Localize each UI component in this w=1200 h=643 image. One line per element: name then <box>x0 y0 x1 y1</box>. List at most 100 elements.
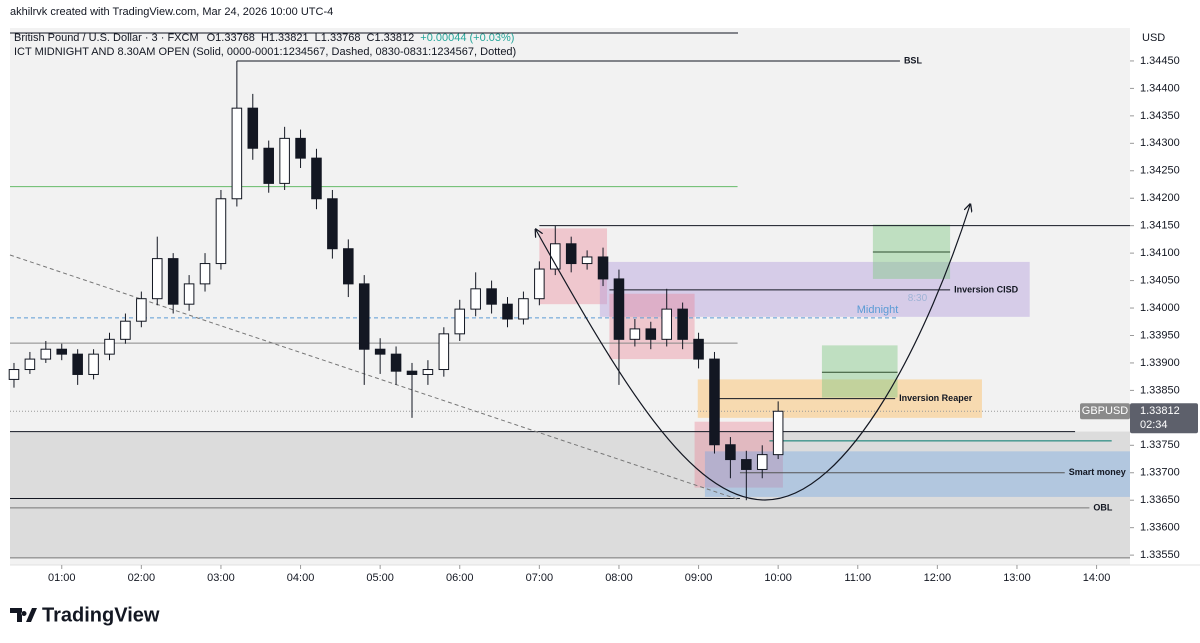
candle-body <box>725 444 736 461</box>
candle-body <box>327 198 338 250</box>
level-label: Smart money <box>1069 467 1126 477</box>
x-tick-label: 12:00 <box>924 572 952 584</box>
candle-body <box>709 358 720 446</box>
y-tick-label: 1.34050 <box>1140 274 1180 286</box>
logo <box>10 608 37 622</box>
x-tick-label: 06:00 <box>446 572 474 584</box>
x-tick-label: 09:00 <box>685 572 713 584</box>
candle-body <box>581 256 593 265</box>
candle-body <box>534 268 545 300</box>
y-tick-label: 1.34150 <box>1140 220 1180 232</box>
candle-body <box>183 283 195 305</box>
level-label: Inversion CISD <box>954 284 1019 294</box>
zone <box>539 228 608 305</box>
y-tick-label: 1.33900 <box>1140 357 1180 369</box>
ohlc-value: H1.33821 <box>261 32 309 44</box>
y-tick-label: 1.34100 <box>1140 247 1180 259</box>
credit: akhilrvk created with TradingView.com, M… <box>10 6 333 18</box>
candle-body <box>661 308 672 340</box>
candle-body <box>295 137 306 159</box>
candle-body <box>263 147 274 184</box>
candle-body <box>343 248 354 285</box>
plot-background <box>10 28 1130 565</box>
candle-body <box>390 353 402 372</box>
candle-body <box>645 328 657 340</box>
ohlc-value: L1.33768 <box>315 32 361 44</box>
symbol: British Pound / U.S. Dollar · 3 · FXCM <box>14 32 199 44</box>
candles <box>8 60 784 501</box>
candle-body <box>24 358 36 371</box>
candle-body <box>56 348 68 355</box>
candle-body <box>199 263 211 285</box>
candle-body <box>486 288 497 305</box>
zone <box>599 261 1030 317</box>
candle-body <box>518 298 529 320</box>
x-tick-label: 14:00 <box>1083 572 1111 584</box>
x-tick-label: 03:00 <box>207 572 235 584</box>
candle-body <box>629 328 641 340</box>
candle-body <box>358 283 370 350</box>
candle-body <box>247 107 259 149</box>
y-tick-label: 1.33750 <box>1140 439 1180 451</box>
candle-body <box>8 369 20 380</box>
x-tick-label: 11:00 <box>844 572 871 584</box>
x-tick-label: 08:00 <box>605 572 633 584</box>
level-label: OBL <box>1093 502 1113 512</box>
candle-body <box>88 353 99 375</box>
x-tick-label: 10:00 <box>764 572 792 584</box>
y-tick-label: 1.34350 <box>1140 110 1180 122</box>
y-tick-label: 1.33600 <box>1140 522 1180 534</box>
candle-body <box>215 198 227 265</box>
candle-body <box>151 258 163 300</box>
candle-body <box>741 459 752 470</box>
candle-body <box>756 454 768 470</box>
candle-body <box>120 320 131 340</box>
price-tag <box>1130 403 1198 434</box>
candle-body <box>772 410 784 456</box>
level-label: Inversion Reaper <box>899 393 973 403</box>
zone <box>704 451 1130 497</box>
ohlc-value: C1.33812 <box>367 32 415 44</box>
candle-body <box>311 157 322 200</box>
candle-body <box>597 256 609 280</box>
y-tick-label: 1.34200 <box>1140 192 1180 204</box>
ohlc-value: O1.33768 <box>207 32 255 44</box>
candle-body <box>406 370 418 375</box>
price-tag-label: 1.33812 <box>1140 405 1180 417</box>
y-tick-label: 1.33950 <box>1140 329 1180 341</box>
y-tick-label: 1.33650 <box>1140 494 1180 506</box>
candle-body <box>231 107 243 200</box>
candle-body <box>374 348 386 355</box>
y-tick-label: 1.34250 <box>1140 165 1180 177</box>
candle-body <box>104 338 115 355</box>
x-tick-label: 04:00 <box>287 572 315 584</box>
levels: BSL Inversion CISD Midnight Inversion Reape… <box>10 55 1130 559</box>
candle-body <box>167 258 179 305</box>
zone <box>821 345 898 398</box>
candle-body <box>279 137 290 184</box>
candle-body <box>693 338 704 360</box>
y-tick-label: 1.33550 <box>1140 549 1180 561</box>
level-label: Midnight <box>857 304 899 316</box>
candle-body <box>454 308 466 335</box>
x-tick-label: 02:00 <box>128 572 156 584</box>
x-tick-label: 13:00 <box>1003 572 1031 584</box>
candle-body <box>677 308 688 340</box>
candle-body <box>565 243 577 265</box>
y-tick-label: 1.33700 <box>1140 467 1180 479</box>
symbol-tag-label: GBPUSD <box>1082 405 1129 417</box>
candle-body <box>136 298 147 322</box>
candle-body <box>72 353 83 375</box>
level-label: BSL <box>904 55 923 65</box>
y-tick-label: 1.34400 <box>1140 82 1180 94</box>
y-tick-label: 1.34000 <box>1140 302 1180 314</box>
annotation: 8:30 <box>908 293 928 304</box>
price-axis <box>1130 28 1200 565</box>
trend-line <box>9 254 741 501</box>
x-tick-label: 01:00 <box>48 572 76 584</box>
candle-body <box>40 348 52 360</box>
candle-body <box>613 278 625 340</box>
candle-body <box>422 369 434 375</box>
